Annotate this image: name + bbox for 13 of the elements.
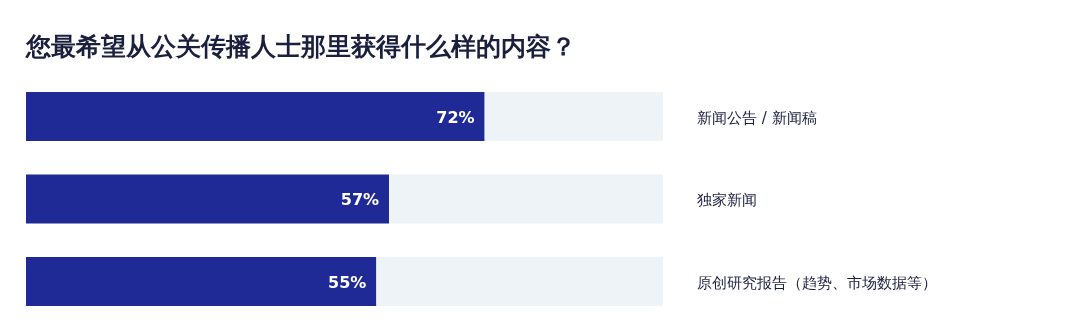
bar [26,174,390,224]
bar [389,174,663,224]
chart-title: 您最希望从公关传播人士那里获得什么样的内容？ [25,32,576,61]
y-tick-label: 独家新闻 [697,191,757,209]
data-label: 55% [328,272,367,292]
data-label: 72% [436,107,475,127]
bar [26,257,377,306]
bar [484,92,663,141]
y-tick-label: 新闻公告 / 新闻稿 [697,108,817,127]
bar [26,92,485,141]
data-label: 57% [340,190,380,209]
bar [376,257,663,306]
y-tick-label: 原创研究报告（趋势、市场数据等） [697,273,937,292]
